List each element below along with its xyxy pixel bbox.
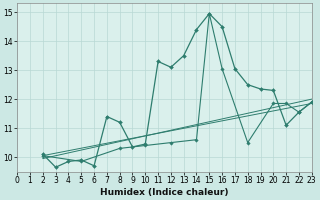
- X-axis label: Humidex (Indice chaleur): Humidex (Indice chaleur): [100, 188, 229, 197]
